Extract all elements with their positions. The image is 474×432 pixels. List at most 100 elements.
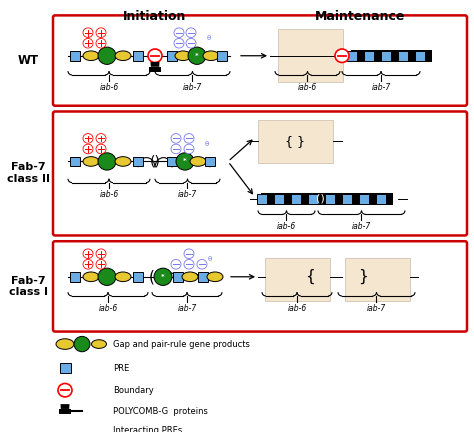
Ellipse shape (115, 157, 131, 166)
Text: iab-6: iab-6 (277, 222, 296, 231)
Circle shape (184, 249, 194, 258)
Polygon shape (61, 404, 70, 409)
Bar (133, 51, 143, 60)
Circle shape (174, 28, 184, 38)
Ellipse shape (83, 157, 99, 166)
Ellipse shape (115, 272, 131, 282)
Bar (291, 194, 301, 204)
Text: PRE: PRE (113, 364, 129, 372)
Circle shape (148, 49, 162, 63)
Bar (278, 29, 343, 82)
Text: θ: θ (207, 35, 211, 41)
Bar (376, 194, 386, 204)
Circle shape (184, 133, 194, 143)
Bar (274, 194, 284, 204)
Ellipse shape (182, 272, 198, 282)
Text: iab-7: iab-7 (183, 83, 202, 92)
Circle shape (171, 133, 181, 143)
Bar (59, 409, 71, 414)
Circle shape (96, 144, 106, 154)
Bar (364, 51, 374, 60)
Text: Maintenance: Maintenance (315, 10, 405, 22)
Bar (205, 157, 215, 166)
Bar (325, 194, 335, 204)
Bar (261, 193, 393, 205)
Text: iab-6: iab-6 (100, 190, 118, 199)
Circle shape (83, 249, 93, 258)
Bar (167, 157, 177, 166)
Bar (167, 51, 177, 60)
Text: θ: θ (205, 141, 209, 147)
Circle shape (98, 268, 116, 286)
Circle shape (335, 49, 349, 63)
Circle shape (74, 337, 90, 352)
Ellipse shape (91, 340, 107, 348)
Text: iab-7: iab-7 (352, 222, 371, 231)
FancyBboxPatch shape (53, 241, 467, 332)
Circle shape (96, 28, 106, 38)
Text: *: * (195, 53, 199, 59)
Circle shape (154, 268, 172, 286)
Bar (217, 51, 227, 60)
Circle shape (188, 47, 206, 64)
Bar (133, 272, 143, 282)
Circle shape (58, 384, 72, 397)
Bar (398, 51, 408, 60)
Text: iab-6: iab-6 (287, 304, 307, 313)
Text: { }: { } (285, 135, 305, 148)
Bar (342, 194, 352, 204)
Ellipse shape (207, 272, 223, 282)
Text: Fab-7
class II: Fab-7 class II (7, 162, 49, 184)
Text: iab-6: iab-6 (99, 304, 118, 313)
Circle shape (186, 28, 196, 38)
Circle shape (83, 260, 93, 269)
Bar (70, 51, 80, 60)
Bar (359, 194, 369, 204)
Text: iab-6: iab-6 (298, 83, 317, 92)
Ellipse shape (83, 272, 99, 282)
Bar (345, 257, 410, 301)
Text: Initiation: Initiation (123, 10, 187, 22)
Text: iab-7: iab-7 (367, 304, 386, 313)
Circle shape (98, 153, 116, 170)
Text: Interacting PREs: Interacting PREs (113, 426, 182, 432)
Circle shape (96, 133, 106, 143)
Circle shape (98, 47, 116, 64)
Circle shape (184, 260, 194, 269)
Bar (60, 363, 71, 373)
Text: iab-7: iab-7 (178, 190, 197, 199)
Text: Boundary: Boundary (113, 386, 154, 395)
Circle shape (83, 38, 93, 48)
Circle shape (83, 28, 93, 38)
Bar (70, 272, 80, 282)
Text: (): () (316, 194, 324, 204)
Text: Fab-7
class I: Fab-7 class I (9, 276, 47, 297)
Text: *: * (183, 159, 187, 165)
Polygon shape (151, 62, 159, 67)
Circle shape (171, 144, 181, 154)
Bar (381, 51, 391, 60)
FancyBboxPatch shape (53, 111, 467, 235)
Text: θ: θ (208, 257, 212, 263)
Circle shape (96, 249, 106, 258)
Circle shape (96, 260, 106, 269)
Bar (173, 272, 183, 282)
Text: Gap and pair-rule gene products: Gap and pair-rule gene products (113, 340, 250, 349)
Bar (308, 194, 318, 204)
Text: iab-7: iab-7 (371, 83, 391, 92)
Ellipse shape (56, 339, 74, 349)
Circle shape (186, 38, 196, 48)
Circle shape (83, 133, 93, 143)
Bar (133, 157, 143, 166)
Ellipse shape (115, 51, 131, 60)
Circle shape (176, 153, 194, 170)
Circle shape (197, 260, 207, 269)
Text: *: * (161, 274, 165, 280)
Text: }: } (358, 269, 368, 284)
FancyBboxPatch shape (53, 16, 467, 106)
Text: (: ( (149, 269, 155, 284)
Ellipse shape (190, 157, 206, 166)
Text: iab-6: iab-6 (100, 83, 118, 92)
Circle shape (174, 38, 184, 48)
Ellipse shape (203, 51, 219, 60)
